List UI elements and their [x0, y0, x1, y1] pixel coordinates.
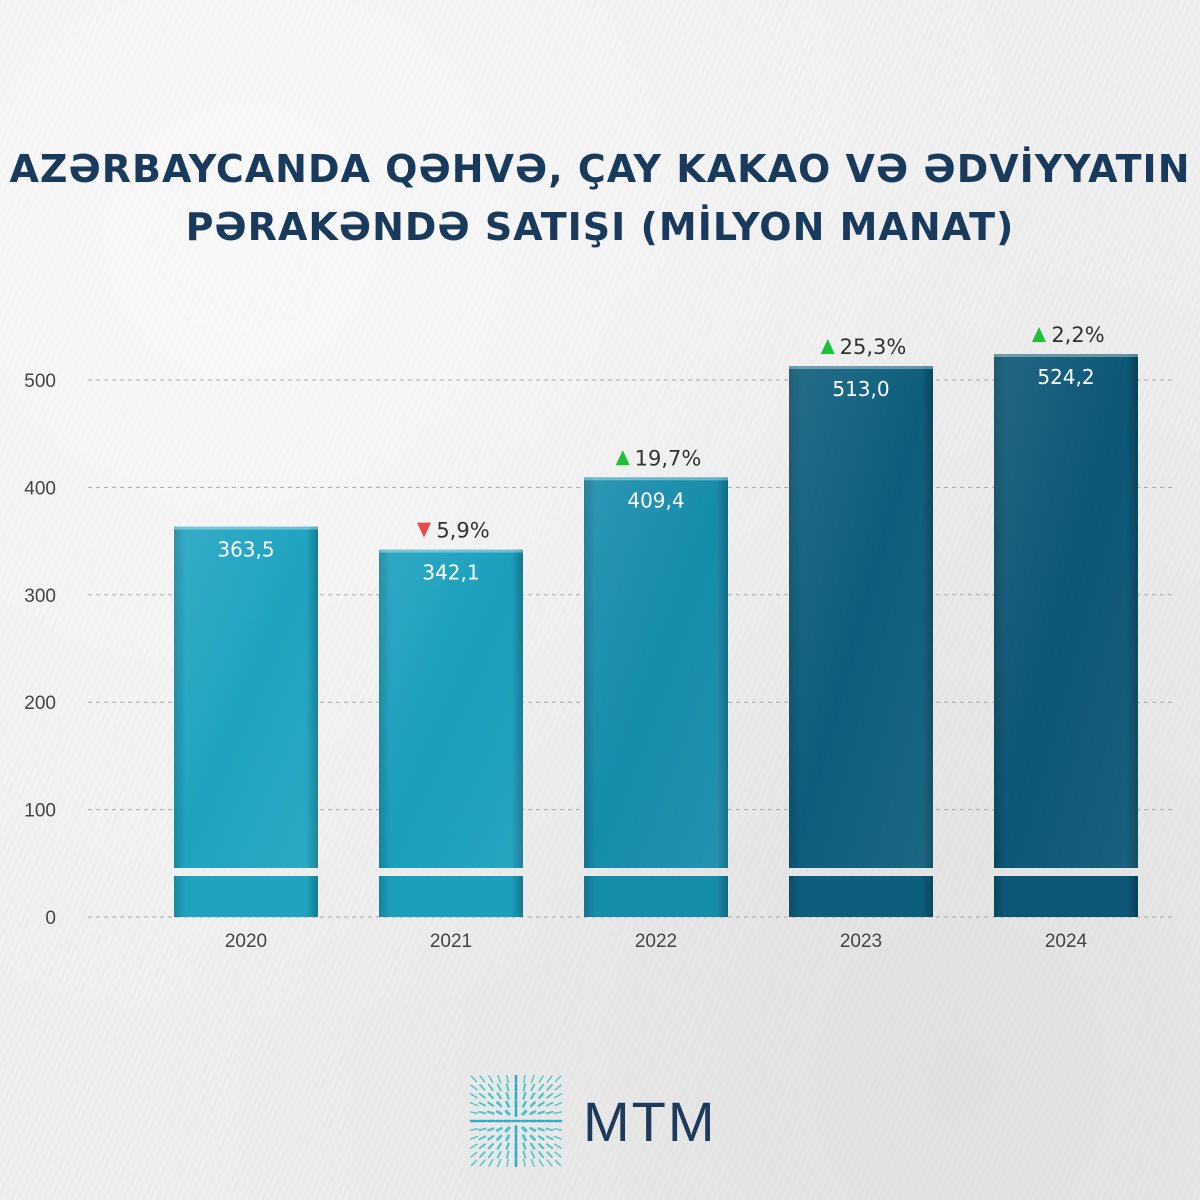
bar: [994, 354, 1138, 917]
bar: [379, 549, 523, 917]
bar-value-label: 409,4: [627, 488, 684, 512]
bars: [174, 354, 1138, 917]
y-tick-label: 500: [24, 371, 56, 392]
data-labels: 363,5 342,1 5,9% 409,4 19,7% 513,0 25,3% 524,2 2…: [217, 323, 1104, 585]
x-tick-label: 2024: [1045, 931, 1088, 952]
bar-value-label: 363,5: [217, 538, 274, 562]
mtm-logo-icon: [470, 1075, 562, 1167]
bar-value-label: 524,2: [1037, 365, 1094, 389]
change-label: 2,2%: [1051, 323, 1104, 347]
y-tick-label: 200: [24, 693, 56, 714]
chart-title: AZƏRBAYCANDA QƏHVƏ, ÇAY KAKAO VƏ ƏDVİYYA…: [0, 140, 1200, 256]
change-label: 5,9%: [436, 519, 489, 543]
bar-value-label: 513,0: [832, 377, 889, 401]
x-tick-label: 2023: [840, 931, 882, 952]
increase-arrow-icon: [1032, 327, 1046, 343]
change-label: 19,7%: [635, 446, 702, 470]
x-tick-label: 2021: [430, 931, 472, 952]
y-tick-label: 0: [45, 908, 56, 929]
chart-title-line-1: AZƏRBAYCANDA QƏHVƏ, ÇAY KAKAO VƏ ƏDVİYYA…: [9, 147, 1191, 191]
bar: [584, 477, 728, 917]
increase-arrow-icon: [615, 450, 630, 466]
chart-title-line-2: PƏRAKƏNDƏ SATIŞI (MİLYON MANAT): [185, 205, 1015, 249]
bar-value-label: 342,1: [422, 561, 479, 585]
x-tick-label: 2020: [225, 931, 267, 952]
increase-arrow-icon: [820, 339, 835, 355]
decrease-arrow-icon: [417, 522, 431, 538]
y-tick-label: 400: [24, 478, 56, 499]
bar: [789, 366, 933, 917]
brand-logo: MTM: [470, 1075, 770, 1175]
change-label: 25,3%: [840, 335, 907, 359]
brand-name: MTM: [583, 1090, 717, 1153]
gridlines: [88, 379, 1175, 918]
x-tick-label: 2022: [635, 931, 677, 952]
y-axis: 0 100 200 300 400 500: [24, 371, 56, 929]
bar: [174, 526, 318, 917]
y-tick-label: 100: [24, 801, 56, 822]
x-axis: 2020 2021 2022 2023 2024: [225, 931, 1088, 952]
y-tick-label: 300: [24, 586, 56, 607]
